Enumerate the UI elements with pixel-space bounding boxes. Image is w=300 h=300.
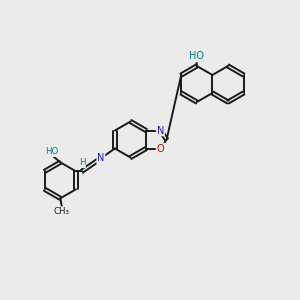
Text: H: H (79, 158, 85, 167)
Text: CH₃: CH₃ (54, 207, 70, 216)
Text: HO: HO (189, 51, 204, 62)
Text: N: N (157, 125, 164, 136)
Text: O: O (157, 143, 164, 154)
Text: N: N (97, 153, 104, 164)
Text: HO: HO (45, 147, 58, 156)
